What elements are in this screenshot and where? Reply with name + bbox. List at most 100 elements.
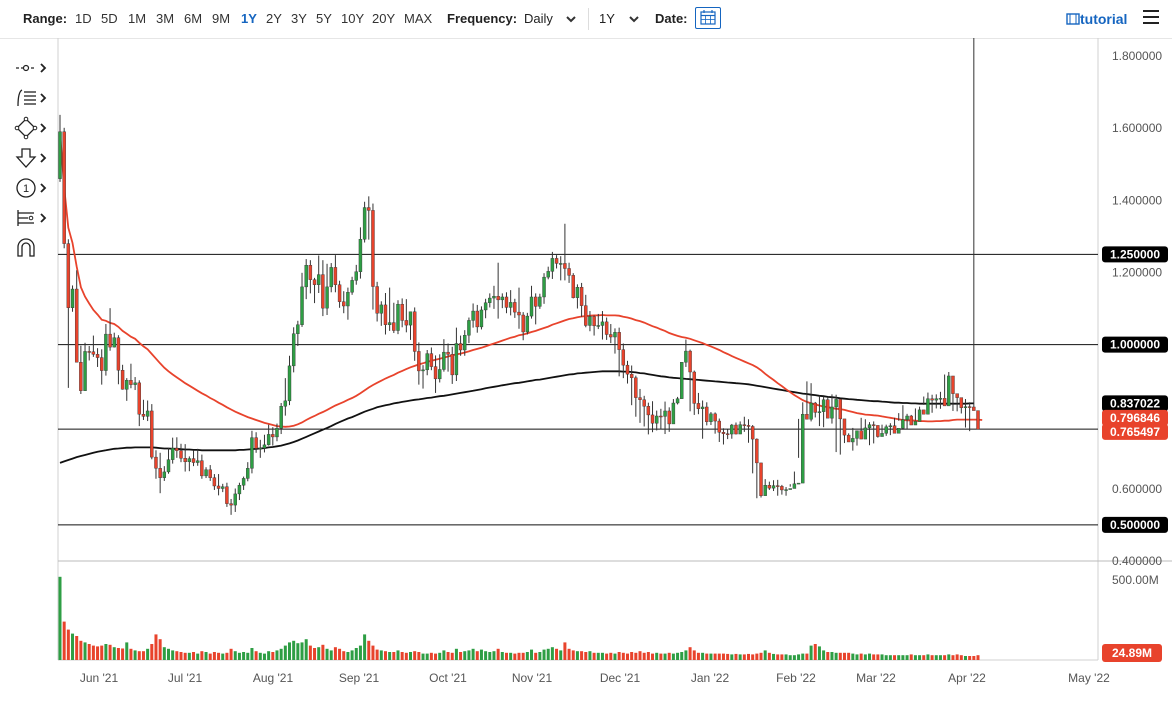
candle-body (488, 297, 492, 303)
volume-bar (271, 652, 275, 660)
volume-bar (851, 653, 855, 660)
volume-bar (217, 652, 221, 660)
volume-bar (509, 652, 513, 660)
volume-bar (646, 652, 650, 660)
volume-bar (659, 653, 663, 660)
range-button-1y[interactable]: 1Y (241, 11, 257, 26)
volume-bar (434, 653, 438, 660)
candle-body (922, 409, 926, 415)
candle-body (784, 489, 788, 491)
fibonacci-tool[interactable] (14, 86, 54, 116)
volume-bar (350, 650, 354, 660)
volume-bar (692, 650, 696, 660)
candle-body (517, 311, 521, 316)
volume-bar (955, 654, 959, 660)
candle-body (367, 207, 371, 211)
volume-bar (667, 652, 671, 660)
volume-bar (934, 655, 938, 660)
price-chart[interactable]: 1.800000 1.600000 1.400000 1.200000 0.600000… (0, 38, 1172, 703)
volume-bar (383, 651, 387, 660)
candle-body (767, 485, 772, 489)
magnet-tool[interactable] (14, 236, 54, 266)
candle-body (546, 271, 550, 278)
volume-bar (175, 651, 179, 660)
candle-body (792, 483, 797, 489)
volume-bar (196, 653, 200, 660)
tutorial-link[interactable]: tutorial (1066, 11, 1127, 27)
volume-bar (600, 652, 604, 660)
candle-body (771, 485, 776, 489)
svg-text:1: 1 (23, 183, 29, 195)
candle-body (763, 485, 767, 496)
volume-bars (58, 576, 980, 660)
candle-body (959, 397, 964, 408)
volume-bar (730, 654, 734, 660)
candle-body (208, 469, 212, 478)
candle-body (625, 364, 630, 375)
fibonacci-tool-icon (17, 89, 47, 107)
volume-bar (459, 652, 463, 660)
volume-bar (696, 652, 700, 660)
range-button-5y[interactable]: 5Y (316, 11, 332, 26)
crosshair-tool[interactable] (14, 56, 54, 86)
candle-body (680, 362, 684, 399)
range-button-5d[interactable]: 5D (101, 11, 118, 26)
range-button-1m[interactable]: 1M (128, 11, 147, 26)
volume-bar (96, 646, 100, 660)
range-button-3y[interactable]: 3Y (291, 11, 307, 26)
arrow-tool[interactable] (14, 146, 54, 176)
candle-body (108, 333, 112, 348)
candle-body (74, 288, 79, 363)
annotation-tool[interactable]: 1 (14, 176, 54, 206)
volume-bar (963, 656, 967, 660)
range-button-max[interactable]: MAX (404, 11, 433, 26)
range-button-10y[interactable]: 10Y (341, 11, 365, 26)
range-button-9m[interactable]: 9M (212, 11, 231, 26)
frequency-select[interactable]: Daily (524, 11, 577, 27)
candle-body (671, 402, 676, 425)
candle-body (337, 284, 342, 302)
candle-body (542, 276, 546, 298)
volume-bar (797, 654, 801, 660)
candle-body (87, 351, 91, 353)
volume-bar (166, 648, 170, 660)
volume-bar (71, 633, 75, 660)
period-select[interactable]: 1Y (599, 11, 640, 27)
candle-body (629, 373, 634, 378)
candle-body (821, 399, 826, 412)
volume-bar (504, 652, 508, 660)
range-button-3m[interactable]: 3M (156, 11, 175, 26)
candle-body (563, 263, 567, 269)
candle-body (901, 419, 905, 429)
candle-body (83, 351, 87, 391)
volume-bar (409, 652, 413, 660)
candle-body (838, 399, 843, 420)
volume-bar (772, 653, 776, 660)
measure-tool[interactable] (14, 206, 54, 236)
x-tick-label: Aug '21 (253, 671, 294, 685)
range-button-20y[interactable]: 20Y (372, 11, 396, 26)
price-tag-label: 1.000000 (1110, 338, 1160, 352)
range-button-1d[interactable]: 1D (75, 11, 92, 26)
candle-body (421, 369, 425, 372)
date-picker-button[interactable] (695, 7, 721, 29)
candle-body (191, 458, 196, 463)
volume-bar (817, 646, 821, 660)
volume-bar (500, 652, 504, 660)
volume-bar (788, 655, 792, 660)
volume-bar (371, 645, 375, 660)
volume-bar (538, 652, 542, 660)
candle-body (429, 353, 434, 367)
volume-bar (58, 576, 62, 660)
candle-body (659, 415, 663, 418)
candle-body (588, 316, 592, 326)
range-button-6m[interactable]: 6M (184, 11, 203, 26)
candle-body (187, 458, 192, 463)
shapes-tool[interactable] (14, 116, 54, 146)
volume-bar (237, 652, 241, 660)
volume-bar (488, 652, 492, 660)
range-button-2y[interactable]: 2Y (266, 11, 282, 26)
hamburger-menu-icon[interactable] (1143, 10, 1159, 24)
volume-bar (162, 647, 166, 660)
candle-body (358, 239, 363, 272)
